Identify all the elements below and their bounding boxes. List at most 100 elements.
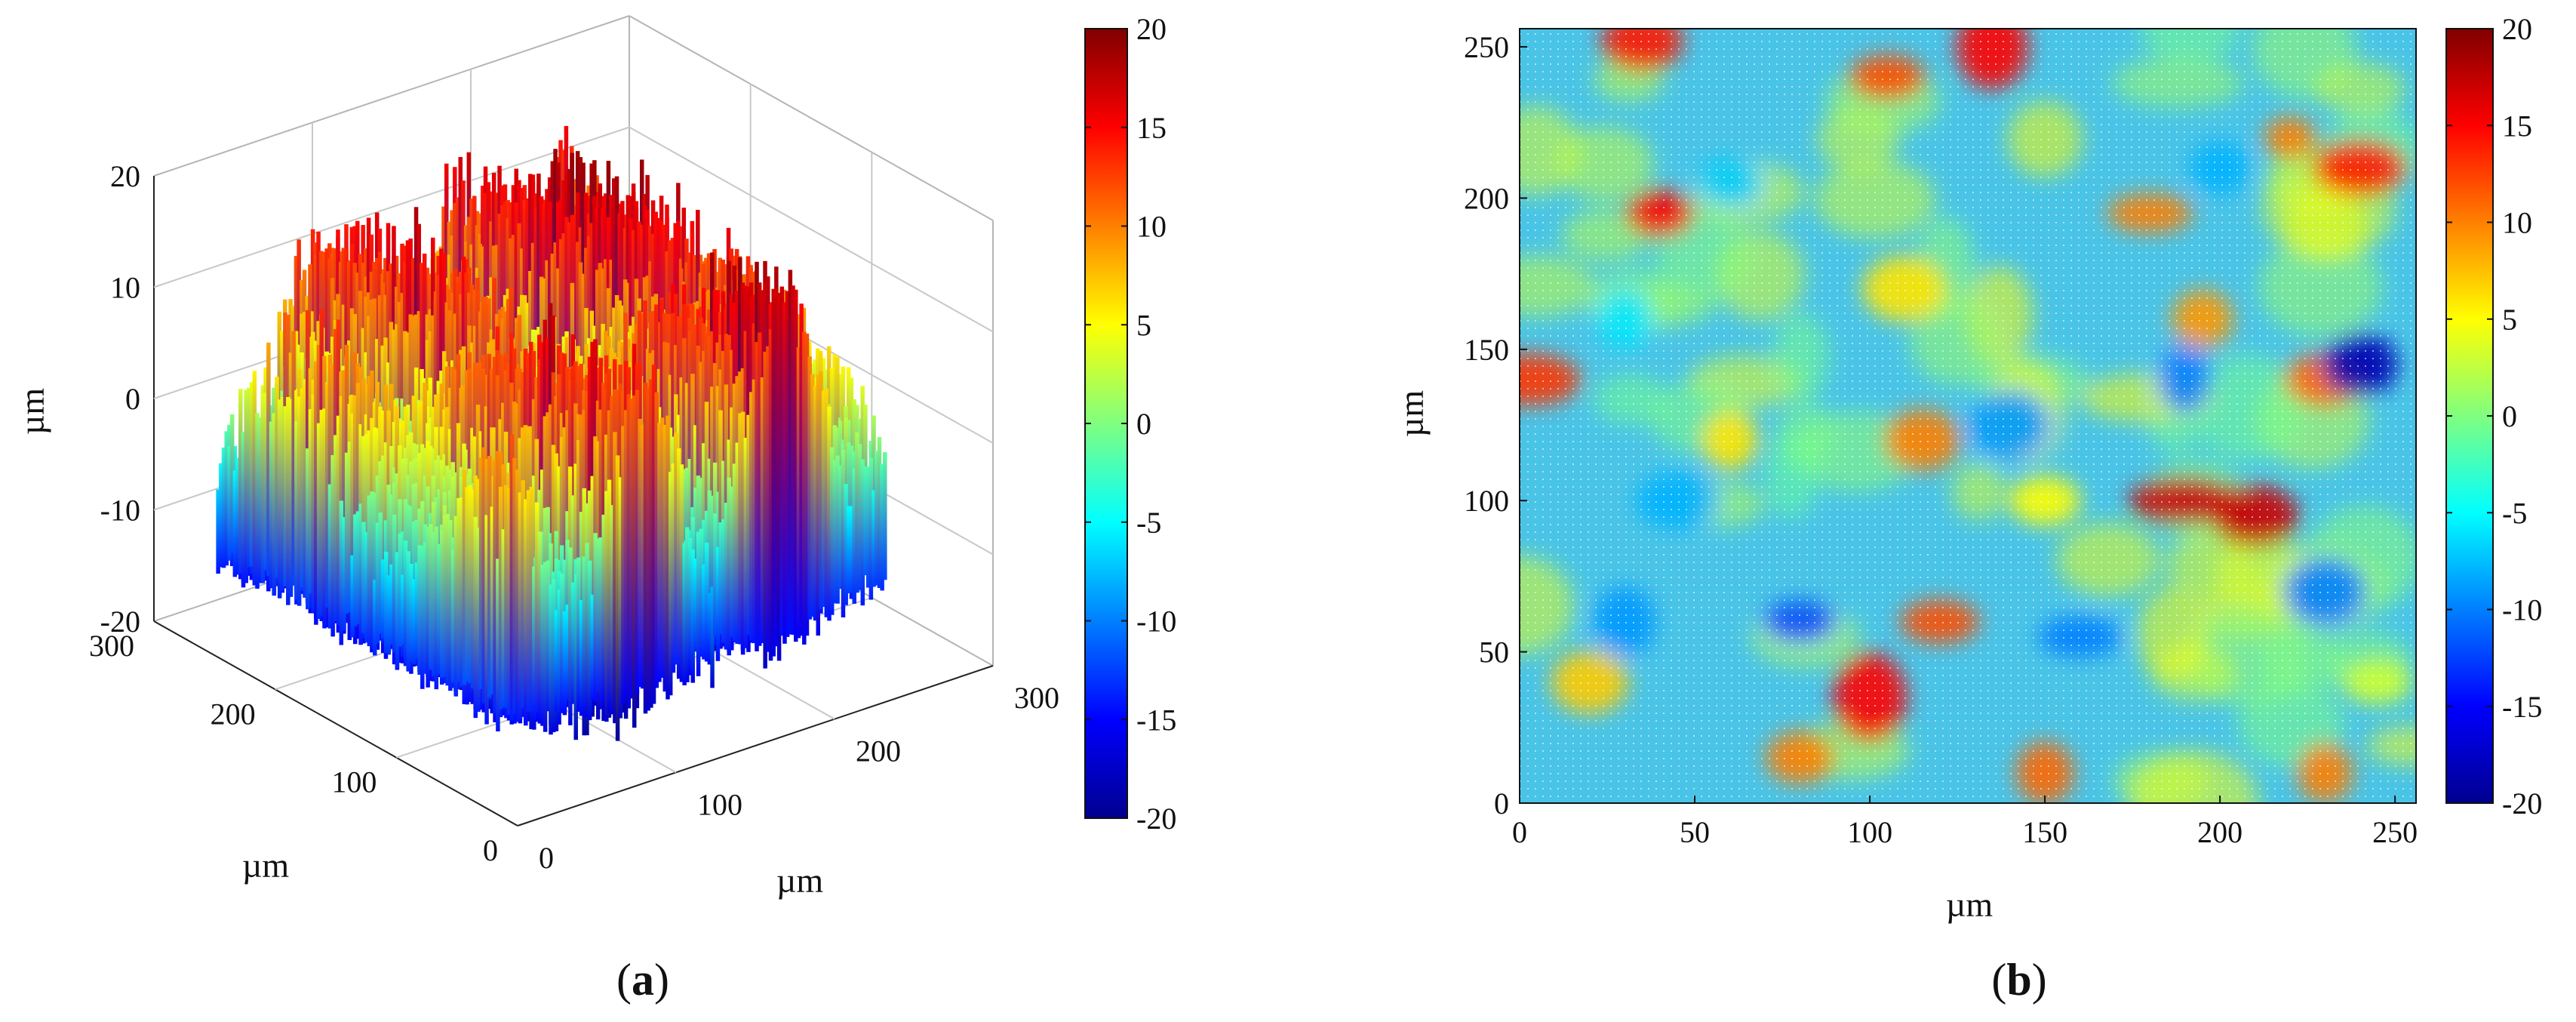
panel-a-surface-strip <box>324 383 330 608</box>
panel-a-surface-strip <box>364 434 369 620</box>
panel-b-x-axis-label: µm <box>1946 885 1993 924</box>
panel-a-surface-strip <box>877 437 882 589</box>
panel-a-surface-strip <box>473 516 478 719</box>
panel-a-surface-strip <box>537 531 543 724</box>
panel-a-surface-strip <box>868 457 874 600</box>
panel-a-colorbar: 20 15 10 5 0 -5 -10 -15 -20 <box>1084 12 1176 836</box>
panel-a-surface-strip <box>596 538 601 691</box>
panel-a-surface-strip <box>568 547 573 725</box>
panel-a-surface-strip <box>386 575 392 655</box>
panel-a-surface-strip <box>875 451 879 586</box>
panel-a-surface-strip <box>378 513 383 634</box>
panel-b-x-tick-label: 150 <box>2022 815 2067 849</box>
panel-a-surface-strip <box>758 332 762 645</box>
panel-a-surface-strip <box>593 533 598 702</box>
panel-a-surface-strip <box>478 457 484 689</box>
panel-b-y-axis-label: µm <box>1392 390 1431 438</box>
panel-a-surface-strip <box>431 531 436 677</box>
panel-a-colorbar-gradient <box>1084 28 1128 819</box>
panel-a-surface-strip <box>774 288 779 647</box>
panel-a-surface-strip <box>465 487 469 682</box>
panel-a-surface-strip <box>227 445 232 561</box>
panel-a-surface-strip <box>607 479 612 711</box>
panel-a-x-tick-label: 300 <box>1014 681 1059 715</box>
panel-a-surface-strip <box>710 586 715 688</box>
panel-a-surface-strip <box>865 466 871 588</box>
panel-a-surface-strip <box>283 406 287 586</box>
panel-a-surface-strip <box>314 362 318 625</box>
panel-a-surface-strip <box>383 551 389 654</box>
panel-a-surface-strip <box>487 456 492 697</box>
panel-a-surface-strip <box>715 546 721 661</box>
panel-a-surface-strip <box>641 425 645 689</box>
panel-a-surface-strip <box>810 374 815 617</box>
panel-a-surface-strip <box>604 491 609 722</box>
panel-b-colorbar-tick-label: -20 <box>2502 787 2542 820</box>
panel-a-surface-strip <box>746 414 751 636</box>
panel-a-surface-strip <box>420 546 425 689</box>
caption-a: (a) <box>616 955 669 1005</box>
panel-a-surface-strip <box>358 503 363 645</box>
panel-a-surface-strip <box>576 557 581 713</box>
panel-a-surface-strip <box>819 371 823 610</box>
panel-a-surface-strip <box>662 424 668 692</box>
panel-a-surface-strip <box>252 371 257 586</box>
panel-a-surface-strip <box>749 392 754 641</box>
panel-a-surface-strip <box>406 551 411 672</box>
panel-a-grid-line <box>629 126 994 333</box>
panel-a-surface-strip <box>395 552 400 669</box>
panel-a-surface-strip <box>403 540 408 666</box>
panel-b-colorbar-tick-label: -15 <box>2502 690 2542 724</box>
panel-a-surface-strip <box>235 457 240 575</box>
panel-b-y-tick-label: 0 <box>1494 787 1509 820</box>
panel-a-surface-strip <box>752 379 757 644</box>
panel-a-surface-strip <box>740 411 745 655</box>
panel-a-surface-strip <box>804 333 810 636</box>
panel-a-y-tick-label: 100 <box>331 765 377 799</box>
panel-a-surface-strip <box>615 455 620 741</box>
panel-b-colorbar-tick-label: 20 <box>2502 12 2532 46</box>
panel-a-surface-strip <box>838 465 843 589</box>
panel-a-surface-strip <box>224 431 229 566</box>
panel-b-y-tick-label: 200 <box>1464 181 1509 215</box>
panel-a-surface-strip <box>456 497 461 682</box>
panel-a-surface-strip <box>702 564 706 660</box>
panel-a-surface-strip <box>344 452 349 614</box>
panel-a-surface-strip <box>727 477 731 656</box>
panel-a-surface-strip <box>453 516 459 697</box>
panel-a-surface-strip <box>791 285 795 636</box>
panel-a-surface-strip <box>481 447 487 703</box>
panel-a-surface-strip <box>755 342 759 646</box>
panel-b-x-tick-label: 0 <box>1512 815 1527 849</box>
panel-b-colorbar-tick-label: 0 <box>2502 399 2517 433</box>
panel-a-box-edge <box>153 15 630 177</box>
panel-a-surface-strip <box>802 331 807 645</box>
panel-a-surface-strip <box>847 506 851 594</box>
panel-a-x-tick-label: 0 <box>539 841 554 875</box>
panel-a-surface-strip <box>799 303 804 636</box>
panel-a-surface-strip <box>621 426 626 704</box>
panel-a-z-tick-label: 0 <box>125 382 140 416</box>
panel-a-surface-strip <box>426 526 430 688</box>
panel-a-colorbar-tick-label: -20 <box>1136 802 1176 836</box>
panel-a-surface-strip <box>724 503 729 650</box>
panel-a-surface-strip <box>796 347 801 639</box>
panel-a-surface-strip <box>551 579 556 733</box>
panel-a-surface-strip <box>562 427 567 682</box>
panel-a-surface-strip <box>529 486 533 712</box>
panel-a-colorbar-tick-label: 20 <box>1136 12 1167 46</box>
panel-a-surface-strip <box>549 584 553 735</box>
panel-a-surface-strip <box>852 468 856 604</box>
panel-a-surface-strip <box>506 488 512 715</box>
panel-a-surface-strip <box>835 455 840 604</box>
panel-a-surface-strip <box>280 396 285 591</box>
panel-a-surface-strip <box>442 515 447 677</box>
panel-a-surface-strip <box>841 450 846 617</box>
panel-a-surface-strip <box>560 574 564 713</box>
panel-a-surface-strip <box>710 495 715 629</box>
panel-a-surface-strip <box>303 384 307 598</box>
panel-a-surface-strip <box>654 392 659 688</box>
panel-b-y-tick-label: 50 <box>1479 636 1509 670</box>
panel-a-surface-strip <box>367 495 372 647</box>
